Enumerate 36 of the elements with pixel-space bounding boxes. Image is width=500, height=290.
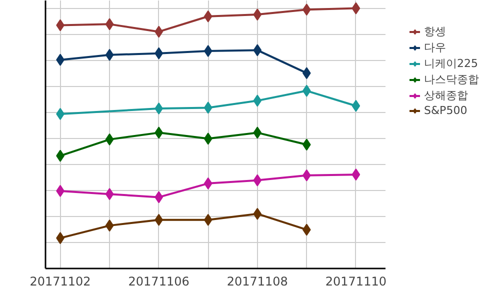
legend-label: 나스닥종합 bbox=[424, 72, 479, 87]
legend-label: 항셍 bbox=[424, 24, 446, 39]
point bbox=[253, 94, 262, 107]
point bbox=[105, 18, 114, 30]
x-tick-label: 20171110 bbox=[325, 274, 386, 288]
point bbox=[204, 132, 212, 145]
point bbox=[253, 174, 262, 186]
point bbox=[352, 2, 360, 14]
legend-label: 상해종합 bbox=[424, 88, 468, 103]
point bbox=[302, 84, 311, 97]
point bbox=[204, 177, 212, 190]
point bbox=[105, 220, 114, 232]
legend-label: S&P500 bbox=[424, 104, 468, 117]
point bbox=[302, 224, 311, 236]
point bbox=[302, 67, 311, 80]
x-tick-label: 20171106 bbox=[128, 274, 190, 288]
point bbox=[105, 188, 114, 200]
point bbox=[352, 100, 360, 112]
x-tick-label: 20171102 bbox=[30, 274, 91, 288]
point bbox=[302, 4, 311, 16]
x-tick-label: 20171108 bbox=[226, 274, 288, 288]
point bbox=[302, 169, 311, 182]
point bbox=[204, 10, 212, 22]
point bbox=[253, 44, 262, 56]
point bbox=[253, 126, 262, 139]
point bbox=[105, 133, 114, 146]
point bbox=[253, 8, 262, 21]
point bbox=[352, 168, 360, 181]
point bbox=[204, 102, 212, 114]
point bbox=[204, 214, 212, 226]
legend-label: 다우 bbox=[424, 40, 446, 55]
point bbox=[302, 138, 311, 151]
point bbox=[253, 208, 262, 220]
point bbox=[204, 44, 212, 57]
point bbox=[105, 48, 114, 61]
legend-label: 니케이225 bbox=[424, 56, 478, 71]
